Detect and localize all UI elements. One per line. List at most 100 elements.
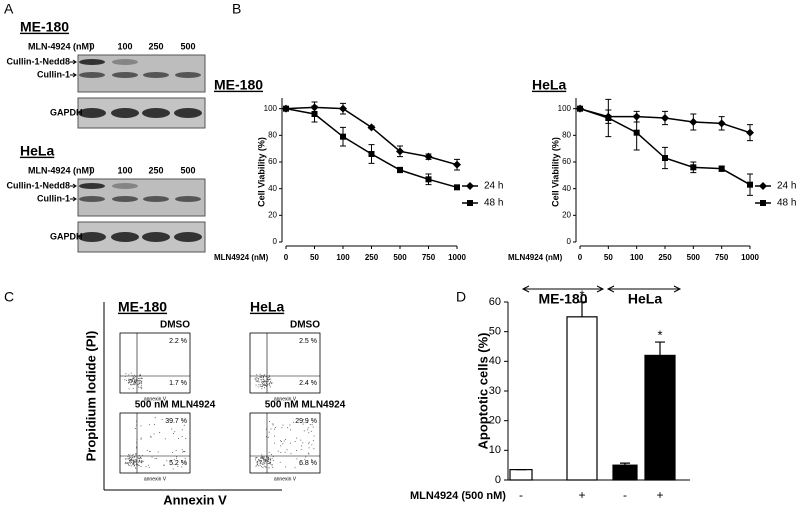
cell-dot [161, 419, 163, 421]
group-arrow [521, 285, 605, 293]
cell-dot [181, 435, 183, 437]
cell-dot [264, 460, 266, 462]
x-tick-label: - [623, 488, 627, 502]
cell-dot [128, 454, 130, 456]
cell-dot [128, 382, 130, 384]
band [175, 72, 201, 78]
cell-dot [124, 463, 126, 465]
cell-dot [258, 384, 260, 386]
data-point [425, 176, 432, 183]
cell-dot [267, 458, 269, 460]
band [112, 59, 138, 65]
cell-dot [142, 460, 144, 462]
x-axis-label: MLN4924 (nM) [214, 253, 269, 262]
cell-dot [255, 384, 257, 386]
cell-dot [261, 381, 263, 383]
y-tick-label: 20 [268, 210, 277, 219]
cell-dot [148, 466, 150, 468]
legend-marker [759, 182, 767, 190]
cell-dot [289, 442, 291, 444]
cell-dot [307, 452, 309, 454]
cell-dot [181, 429, 183, 431]
cell-dot [128, 464, 130, 466]
cell-dot [175, 457, 177, 459]
cell-dot [270, 383, 272, 385]
cell-dot [294, 440, 296, 442]
cell-dot [268, 382, 270, 384]
band [79, 72, 105, 78]
legend-marker [467, 200, 473, 206]
cell-dot [138, 465, 140, 467]
cell-dot [133, 463, 135, 465]
data-point [311, 111, 318, 117]
flow-x-label: Annexin V [163, 492, 227, 507]
cell-dot [128, 380, 130, 382]
cell-dot [124, 379, 126, 381]
cell-dot [258, 378, 260, 380]
cell-dot [264, 458, 266, 460]
legend-marker [760, 200, 766, 206]
x-tick-label: - [519, 488, 523, 502]
cell-dot [133, 381, 135, 383]
cell-dot [136, 382, 138, 384]
cell-dot [266, 456, 268, 458]
cell-dot [132, 380, 134, 382]
cell-dot [281, 440, 283, 442]
band [174, 108, 202, 118]
dose: 0 [89, 165, 94, 175]
cell-dot [129, 379, 131, 381]
cell-dot [137, 386, 139, 388]
cell-dot [136, 463, 138, 465]
cell-dot [267, 378, 269, 380]
band [79, 59, 105, 65]
legend-label: 48 h [484, 198, 503, 209]
plot-axis-label: annexin V [274, 476, 297, 482]
cell-dot [256, 464, 258, 466]
cell-dot [266, 380, 268, 382]
cell-dot [136, 456, 138, 458]
band [111, 232, 139, 242]
cell-dot [173, 459, 175, 461]
dose: 100 [117, 41, 132, 51]
cell-dot [133, 374, 135, 376]
cell-dot [271, 454, 273, 456]
cell-dot [130, 462, 132, 464]
cell-dot [262, 385, 264, 387]
cell-dot [163, 464, 165, 466]
significance: * [657, 327, 662, 342]
significance: * [579, 287, 584, 302]
cell-dot [268, 376, 270, 378]
bar [644, 354, 676, 481]
cell-dot [264, 387, 266, 389]
cell-dot [260, 457, 262, 459]
x-tick-label: + [656, 488, 663, 502]
cell-dot [308, 447, 310, 449]
cell-dot [261, 387, 263, 389]
x-tick-label: 50 [604, 253, 613, 262]
cell-dot [127, 458, 129, 460]
cell-dot [265, 456, 267, 458]
y-tick-label: 0 [567, 237, 572, 246]
cell-dot [129, 379, 131, 381]
cell-dot [263, 375, 265, 377]
cell-dot [273, 459, 275, 461]
cell-dot [170, 460, 172, 462]
y-tick-label: 10 [489, 444, 501, 456]
cell-dot [279, 461, 281, 463]
cell-dot [138, 461, 140, 463]
cell-dot [256, 462, 258, 464]
cell-dot [183, 424, 185, 426]
cell-dot [266, 378, 268, 380]
cell-dot [285, 466, 287, 468]
x-tick-label: 500 [393, 253, 407, 262]
cell-dot [134, 381, 136, 383]
cell-dot [137, 380, 139, 382]
cell-dot [131, 381, 133, 383]
cell-dot [267, 380, 269, 382]
cell-dot [305, 456, 307, 458]
cell-dot [132, 459, 134, 461]
cell-dot [172, 468, 174, 470]
cell-dot [258, 465, 260, 467]
cell-dot [280, 440, 282, 442]
cell-dot [268, 378, 270, 380]
